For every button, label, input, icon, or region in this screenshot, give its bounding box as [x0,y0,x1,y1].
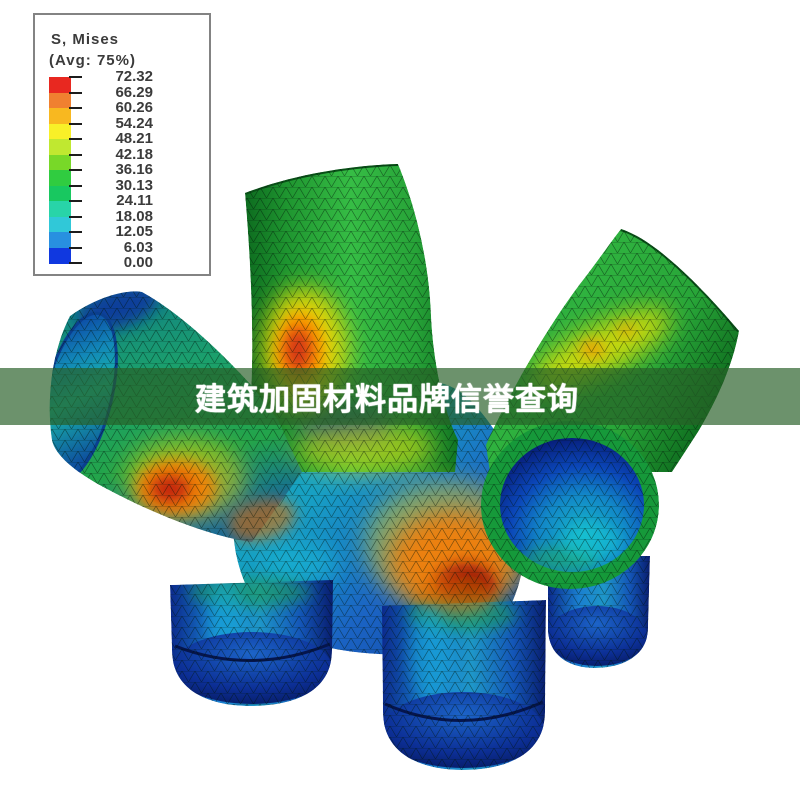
stress-legend: S, Mises (Avg: 75%) 72.32 66.29 60.26 54.24… [33,13,211,276]
legend-tick [69,200,82,202]
legend-tick-label: 30.13 [115,176,153,194]
legend-tick [69,138,82,140]
legend-tick-label: 0.00 [123,254,153,271]
legend-band [49,123,71,140]
legend-tick-label: 12.05 [115,223,153,240]
legend-tick [69,91,82,94]
legend-tick-label: 42.18 [115,145,153,163]
legend-colorbar: 72.32 66.29 60.26 54.24 48.21 42.18 36.16 30.13… [49,69,195,271]
legend-band [49,139,71,155]
legend-band [49,201,71,217]
legend-title: S, Mises [51,31,120,48]
title-banner-overlay: 建筑加固材料品牌信誉查询 [0,368,800,425]
legend-band [49,185,71,202]
legend-tick [69,153,82,156]
legend-tick [69,76,82,78]
legend-band [49,92,71,109]
legend-tick-label: 18.08 [115,207,153,225]
legend-tick-label: 60.26 [115,99,153,116]
legend-tick [69,231,82,233]
legend-tick-label: 48.21 [115,130,153,147]
legend-tick-label: 54.24 [115,114,153,132]
legend-tick [69,184,82,187]
legend-tick-label: 6.03 [123,238,153,256]
legend-tick-label: 24.11 [116,192,153,209]
legend-tick [69,107,82,109]
legend-tick [69,215,82,218]
legend-tick [69,122,82,125]
legend-tick [69,262,82,264]
legend-band [49,108,71,124]
legend-tick-label: 72.32 [115,68,153,85]
legend-tick-label: 36.16 [115,161,153,178]
legend-tick-label: 66.29 [115,83,153,101]
legend-band [49,77,71,93]
legend-band [49,154,71,171]
legend-band [49,247,71,264]
legend-band [49,216,71,233]
legend-tick [69,169,82,171]
legend-band [49,232,71,248]
banner-title: 建筑加固材料品牌信誉查询 [195,382,579,417]
legend-subtitle: (Avg: 75%) [49,52,136,69]
legend-tick [69,246,82,249]
legend-band [49,170,71,186]
